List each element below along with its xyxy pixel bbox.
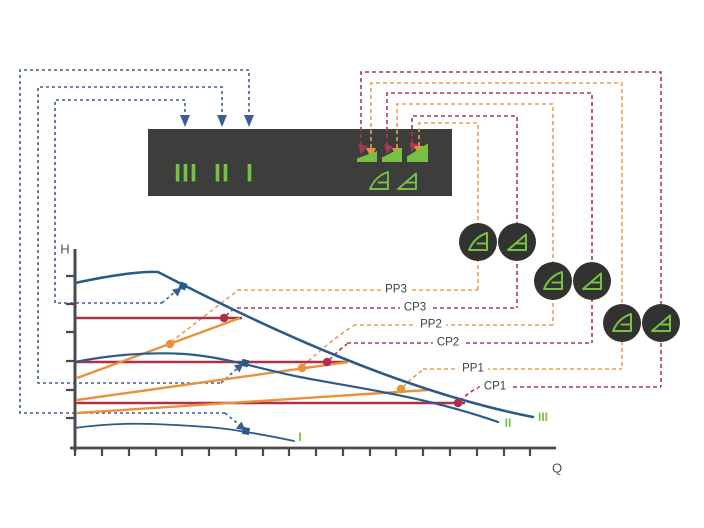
cp3-hook <box>225 307 239 317</box>
arrow-icon <box>171 287 182 297</box>
curve-iii-label: III <box>537 410 549 424</box>
pump-speed-curves <box>73 270 535 442</box>
arrow-down-icon <box>244 115 254 127</box>
duty-point-markers <box>165 281 463 436</box>
route-speed-ii <box>37 86 223 384</box>
arrow-down-icon <box>180 115 190 127</box>
speed-curve-iii <box>73 270 535 419</box>
proportional-pressure-icon <box>543 271 563 290</box>
speed-ramp-small-icon <box>357 151 377 162</box>
cp2-label: CP2 <box>432 336 464 350</box>
cp2-hook <box>328 343 348 361</box>
speed-ii-duty-point <box>240 358 250 368</box>
arrow-down-icon <box>358 144 368 154</box>
cp-routing-lines <box>225 71 662 402</box>
route-speed-ii-hook <box>220 366 240 384</box>
route-speed-iii <box>54 99 186 304</box>
speed-routing-lines <box>19 69 250 428</box>
route-speed-i <box>19 69 250 414</box>
arrow-down-icon <box>409 142 419 152</box>
proportional-pressure-icon <box>468 232 488 251</box>
route-pp2 <box>396 103 554 325</box>
panel-mode-icons <box>369 171 417 190</box>
route-cp3 <box>411 115 518 308</box>
pp1-badge <box>603 304 641 342</box>
route-cp2 <box>386 92 593 343</box>
speed-ramp-medium-icon <box>382 147 402 162</box>
panel-speed-iii: III <box>174 159 198 188</box>
pp1-line <box>76 388 429 415</box>
arrow-icon <box>233 363 244 373</box>
chart-axes <box>66 249 556 456</box>
pp3-badge <box>459 223 497 261</box>
panel-speed-i: I <box>246 159 254 188</box>
pp2-hook <box>302 325 354 367</box>
control-panel <box>148 129 452 196</box>
x-axis-label: Q <box>551 460 563 476</box>
proportional-pressure-icon <box>612 313 632 332</box>
speed-ramp-large-icon <box>407 143 428 162</box>
speed-i-duty-point <box>241 426 251 436</box>
cp2-duty-point <box>322 357 332 367</box>
proportional-pressure-icon <box>369 171 389 190</box>
pp3-label: PP3 <box>381 283 411 297</box>
speed-curve-ii <box>73 352 500 424</box>
cp2-badge <box>573 262 611 300</box>
pp1-label: PP1 <box>458 362 488 376</box>
constant-pressure-icon <box>582 272 602 290</box>
speed-routing-arrowheads <box>171 115 254 431</box>
cp3-badge <box>498 223 536 261</box>
pp-routing-lines <box>170 82 623 388</box>
route-pp1 <box>370 82 623 369</box>
arrow-down-icon <box>366 148 376 158</box>
speed-curve-i <box>74 422 295 442</box>
y-axis-ticks <box>66 274 75 420</box>
route-pp3 <box>418 122 479 290</box>
pp3-duty-point <box>165 339 175 349</box>
curve-i-label: I <box>298 430 302 444</box>
speed-iii-duty-point <box>178 281 188 291</box>
pp1-duty-point <box>396 384 406 394</box>
panel-speed-ii: II <box>214 159 230 188</box>
pp2-badge <box>534 262 572 300</box>
arrow-down-icon <box>384 144 394 154</box>
constant-pressure-icon <box>507 233 527 251</box>
cp1-label: CP1 <box>479 380 511 394</box>
cp1-duty-point <box>453 398 463 408</box>
pp2-line <box>76 360 349 402</box>
pp1-hook <box>402 369 424 388</box>
pp3-line <box>76 316 241 380</box>
mode-badges <box>459 223 680 342</box>
constant-pressure-icon <box>651 314 671 332</box>
panel-speed-ramps <box>357 143 428 162</box>
curve-ii-label: II <box>504 416 512 430</box>
x-axis-ticks <box>73 448 532 456</box>
y-axis-label: H <box>60 241 70 257</box>
arrow-down-icon <box>217 115 227 127</box>
constant-pressure-icon <box>397 172 417 190</box>
route-cp1 <box>360 71 662 387</box>
pp2-label: PP2 <box>416 318 446 332</box>
cp1-badge <box>642 304 680 342</box>
cp3-label: CP3 <box>399 301 431 315</box>
cp3-duty-point <box>219 313 229 323</box>
pp2-duty-point <box>297 363 307 373</box>
